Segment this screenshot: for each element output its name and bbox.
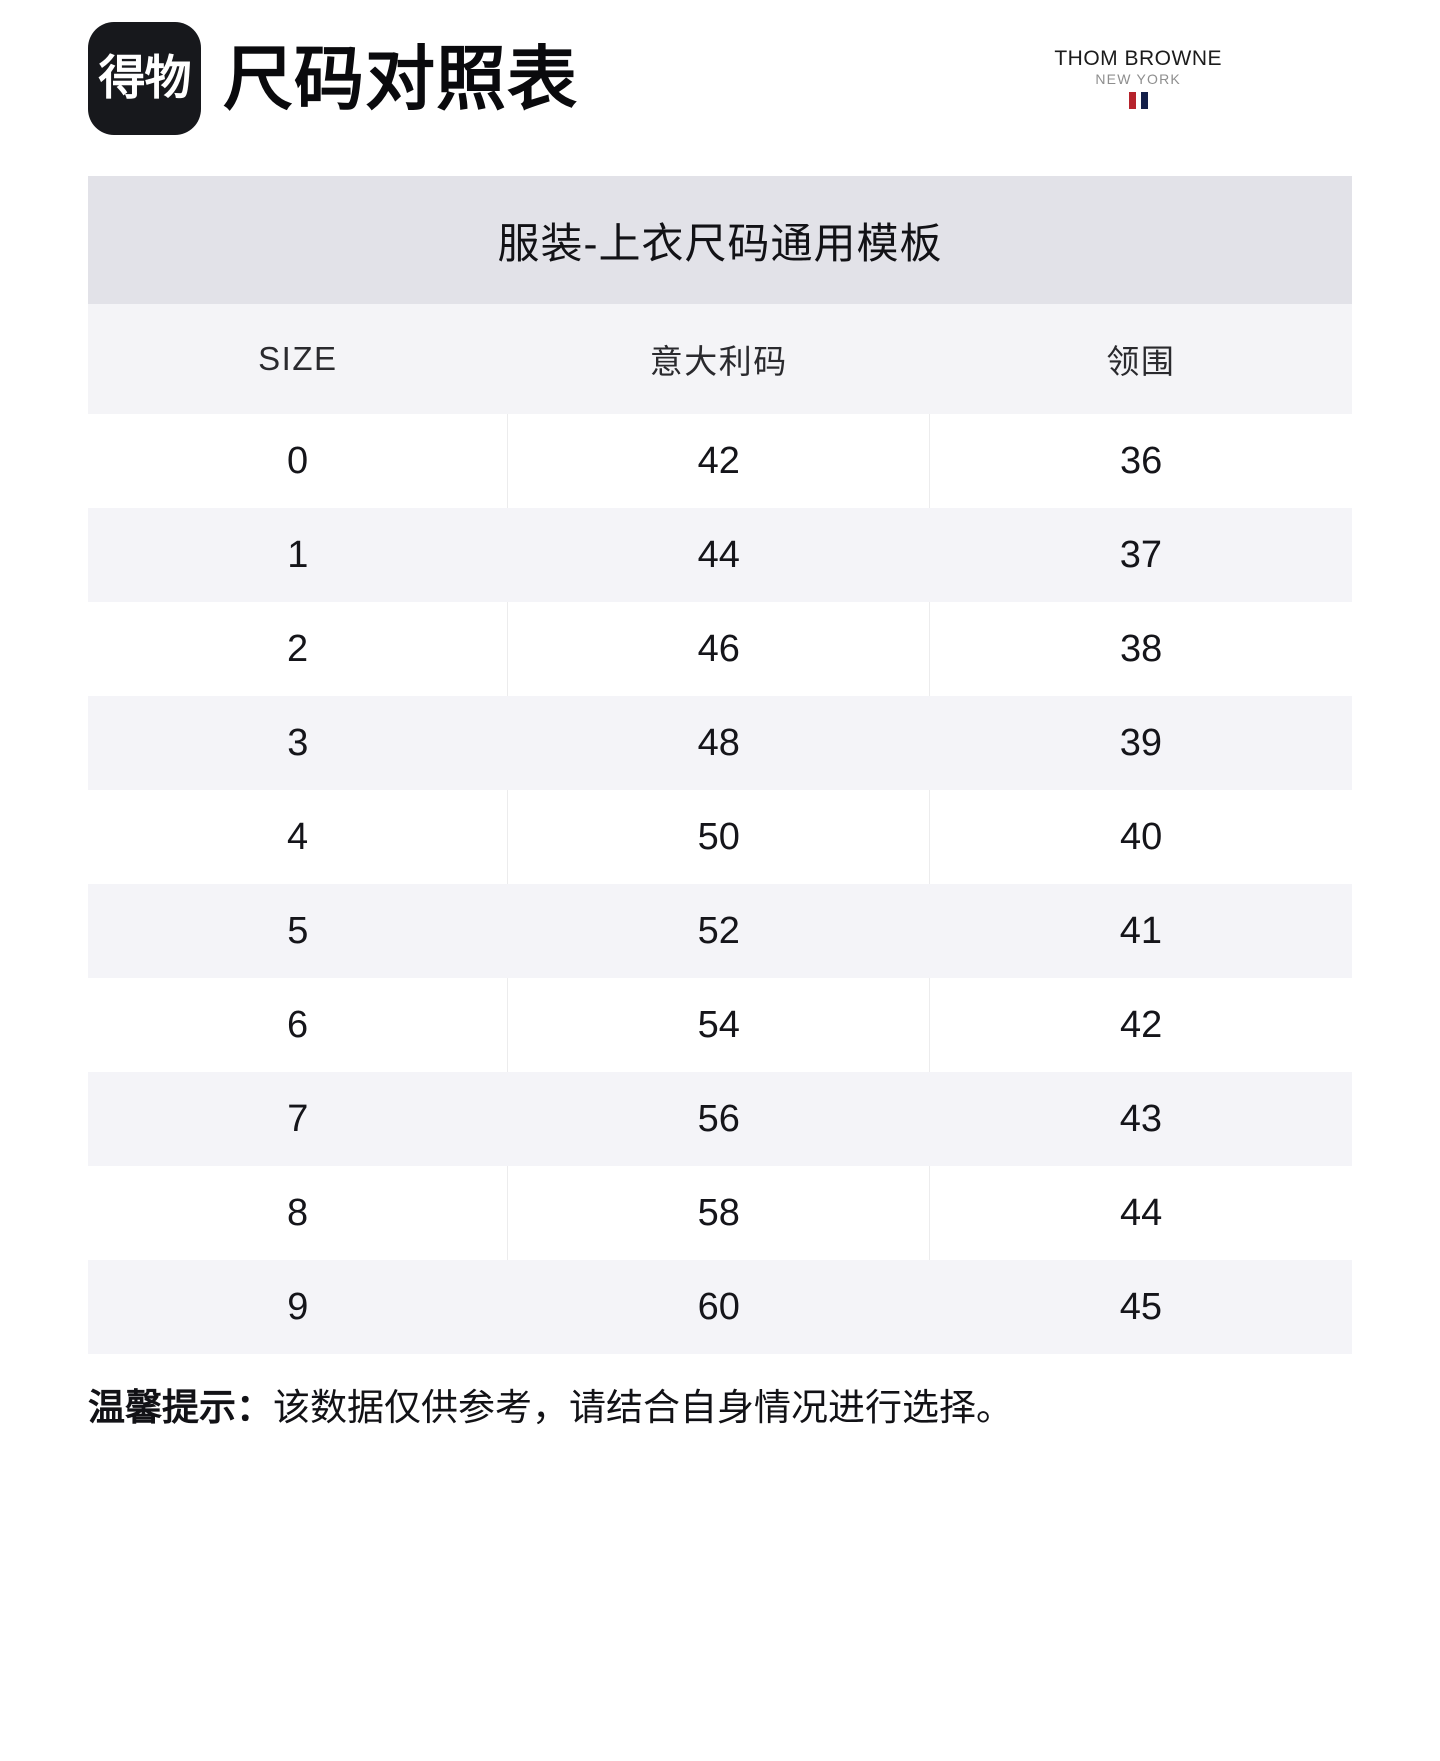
cell-size: 9 [88,1260,508,1354]
brand-city: NEW YORK [1095,71,1181,88]
table-head: SIZE 意大利码 领围 [88,304,1352,414]
cell-italian: 48 [507,696,930,790]
cell-neck: 41 [929,884,1352,978]
footer-note-lead: 温馨提示： [88,1387,273,1428]
cell-neck: 44 [929,1166,1352,1260]
cell-italian: 56 [507,1072,930,1166]
dewu-app-logo-icon: 得物 [88,22,201,135]
cell-italian: 54 [507,978,930,1072]
page-header: 得物 尺码对照表 THOM BROWNE NEW YORK [0,0,1440,176]
table-row: 7 56 43 [88,1072,1352,1166]
cell-italian: 46 [507,602,930,696]
brand-tricolor-bars-icon [1128,91,1148,109]
footer-note: 温馨提示：该数据仅供参考，请结合自身情况进行选择。 [88,1384,1352,1432]
cell-italian: 60 [507,1260,930,1354]
cell-neck: 43 [929,1072,1352,1166]
thom-browne-logo: THOM BROWNE NEW YORK [1054,47,1222,109]
table-row: 3 48 39 [88,696,1352,790]
cell-neck: 36 [929,414,1352,508]
cell-italian: 58 [507,1166,930,1260]
cell-neck: 42 [929,978,1352,1072]
cell-neck: 38 [929,602,1352,696]
brand-bar-navy [1140,91,1148,109]
app-logo-label: 得物 [98,51,192,106]
table-row: 1 44 37 [88,508,1352,602]
brand-bar-red [1128,91,1136,109]
size-table-card: 服装-上衣尺码通用模板 SIZE 意大利码 领围 0 42 36 [88,176,1352,1354]
table-row: 5 52 41 [88,884,1352,978]
cell-size: 8 [88,1166,508,1260]
column-header-size: SIZE [88,304,508,414]
app-brand-block: 得物 尺码对照表 [88,22,578,135]
cell-size: 6 [88,978,508,1072]
cell-size: 4 [88,790,508,884]
page-title: 尺码对照表 [223,39,578,118]
column-header-neck: 领围 [929,304,1352,414]
table-title: 服装-上衣尺码通用模板 [497,219,943,267]
table-row: 2 46 38 [88,602,1352,696]
cell-italian: 42 [507,414,930,508]
cell-size: 7 [88,1072,508,1166]
cell-neck: 40 [929,790,1352,884]
table-row: 9 60 45 [88,1260,1352,1354]
size-chart-table: SIZE 意大利码 领围 0 42 36 1 44 37 2 4 [88,304,1352,1354]
brand-name: THOM BROWNE [1054,47,1222,70]
table-row: 6 54 42 [88,978,1352,1072]
cell-italian: 50 [507,790,930,884]
cell-size: 0 [88,414,508,508]
table-header-row: SIZE 意大利码 领围 [88,304,1352,414]
cell-neck: 37 [929,508,1352,602]
cell-neck: 39 [929,696,1352,790]
column-header-italian: 意大利码 [507,304,930,414]
table-body: 0 42 36 1 44 37 2 46 38 3 48 39 [88,414,1352,1354]
table-row: 8 58 44 [88,1166,1352,1260]
cell-size: 3 [88,696,508,790]
footer-note-text: 该数据仅供参考，请结合自身情况进行选择。 [273,1387,1013,1428]
cell-size: 1 [88,508,508,602]
cell-neck: 45 [929,1260,1352,1354]
table-title-band: 服装-上衣尺码通用模板 [88,176,1352,304]
cell-size: 2 [88,602,508,696]
table-row: 4 50 40 [88,790,1352,884]
table-row: 0 42 36 [88,414,1352,508]
cell-italian: 52 [507,884,930,978]
cell-italian: 44 [507,508,930,602]
cell-size: 5 [88,884,508,978]
